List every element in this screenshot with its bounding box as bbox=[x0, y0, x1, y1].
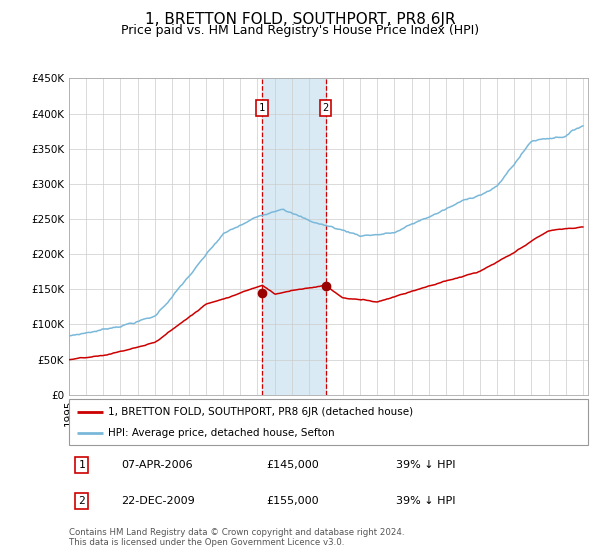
Text: HPI: Average price, detached house, Sefton: HPI: Average price, detached house, Seft… bbox=[108, 428, 335, 438]
Text: £145,000: £145,000 bbox=[266, 460, 319, 470]
Bar bbox=[262, 78, 326, 395]
Text: 07-APR-2006: 07-APR-2006 bbox=[121, 460, 193, 470]
Text: 39% ↓ HPI: 39% ↓ HPI bbox=[396, 496, 455, 506]
FancyBboxPatch shape bbox=[69, 399, 588, 445]
Text: Contains HM Land Registry data © Crown copyright and database right 2024.
This d: Contains HM Land Registry data © Crown c… bbox=[69, 528, 404, 547]
Text: 39% ↓ HPI: 39% ↓ HPI bbox=[396, 460, 455, 470]
Text: 1: 1 bbox=[259, 103, 265, 113]
Text: 1, BRETTON FOLD, SOUTHPORT, PR8 6JR: 1, BRETTON FOLD, SOUTHPORT, PR8 6JR bbox=[145, 12, 455, 27]
Text: 1: 1 bbox=[79, 460, 85, 470]
Text: 2: 2 bbox=[322, 103, 329, 113]
Text: £155,000: £155,000 bbox=[266, 496, 319, 506]
Text: 22-DEC-2009: 22-DEC-2009 bbox=[121, 496, 194, 506]
Text: Price paid vs. HM Land Registry's House Price Index (HPI): Price paid vs. HM Land Registry's House … bbox=[121, 24, 479, 37]
Text: 1, BRETTON FOLD, SOUTHPORT, PR8 6JR (detached house): 1, BRETTON FOLD, SOUTHPORT, PR8 6JR (det… bbox=[108, 407, 413, 417]
Text: 2: 2 bbox=[79, 496, 85, 506]
